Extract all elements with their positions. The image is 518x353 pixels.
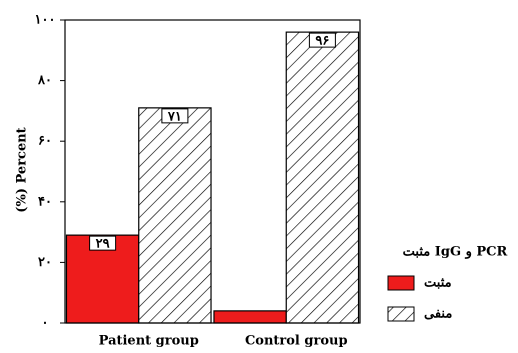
bar [285, 31, 360, 324]
bar [138, 107, 212, 324]
legend-label: مثبت [424, 276, 452, 291]
plot-frame [64, 19, 361, 324]
y-tick-label: ۸۰ [37, 73, 52, 88]
legend-title: مثبت IgG و PCR [403, 245, 508, 260]
value-label: ۹۶ [315, 34, 329, 49]
value-label: ۲۹ [96, 237, 110, 252]
legend-swatch [387, 306, 415, 322]
legend-label: منفی [424, 307, 452, 322]
y-tick-label: ۴۰ [38, 194, 52, 209]
value-label: ۷۱ [167, 109, 182, 124]
y-tick-label: ۶۰ [38, 134, 52, 149]
value-label-box [161, 108, 189, 124]
y-tick-label: ۱۰۰ [35, 13, 56, 28]
bar [213, 310, 287, 324]
value-label-box [308, 32, 336, 48]
legend-swatch [387, 275, 415, 291]
y-tick-label: ۰ [42, 316, 49, 331]
y-axis-label: (%) Percent [15, 127, 30, 212]
value-label-box [89, 235, 117, 251]
x-tick-label: Patient group [99, 334, 199, 349]
x-tick-label: Control group [245, 334, 348, 349]
y-tick-label: ۲۰ [38, 255, 52, 270]
